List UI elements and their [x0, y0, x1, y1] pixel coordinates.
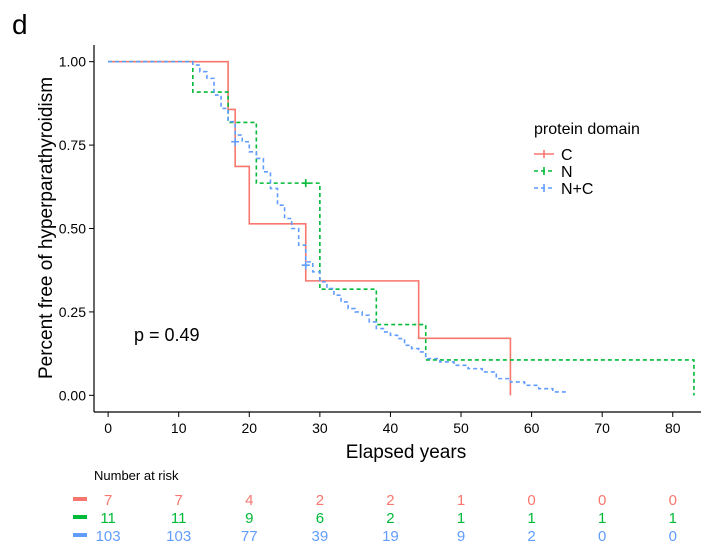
p-value-annotation: p = 0.49	[134, 325, 200, 345]
series-line-n	[108, 60, 695, 396]
legend-items: CNN+C	[534, 147, 593, 198]
x-tick-label: 60	[524, 420, 540, 436]
legend: protein domain CNN+C	[534, 121, 640, 198]
x-axis-title: Elapsed years	[346, 442, 466, 463]
legend-label: N+C	[561, 181, 593, 198]
y-tick-label: 1.00	[59, 54, 86, 70]
risk-count: 7	[104, 492, 112, 509]
x-tick-label: 80	[665, 420, 681, 436]
legend-label: C	[561, 147, 573, 164]
plot-area: 0.00 0.25 0.50 0.75 1.00 0 10 20 30 40 50 60 70 80	[59, 45, 701, 436]
risk-count: 0	[598, 528, 606, 545]
risk-row-swatch	[73, 515, 87, 519]
x-tick-label: 20	[241, 420, 257, 436]
risk-count: 39	[312, 528, 329, 545]
risk-count: 1	[598, 510, 606, 527]
y-tick-label: 0.25	[59, 304, 86, 320]
risk-count: 1	[527, 510, 535, 527]
risk-count: 0	[527, 492, 535, 509]
risk-count: 19	[382, 528, 399, 545]
survival-curves	[108, 60, 695, 396]
risk-count: 0	[669, 492, 677, 509]
risk-count: 0	[669, 528, 677, 545]
risk-count: 2	[386, 510, 394, 527]
risk-count: 11	[100, 510, 116, 527]
panel-label: d	[12, 9, 28, 40]
x-tick-label: 30	[312, 420, 328, 436]
risk-count: 7	[175, 492, 183, 509]
risk-count: 1	[457, 492, 465, 509]
risk-count: 11	[171, 510, 187, 527]
risk-count: 1	[457, 510, 465, 527]
legend-label: N	[561, 164, 573, 181]
x-ticks: 0 10 20 30 40 50 60 70 80	[104, 412, 681, 436]
x-tick-label: 50	[453, 420, 469, 436]
risk-row-swatch	[73, 533, 87, 537]
risk-table-title: Number at risk	[94, 468, 179, 483]
risk-count: 0	[598, 492, 606, 509]
censor-mark	[301, 261, 310, 270]
risk-count: 2	[386, 492, 394, 509]
y-ticks: 0.00 0.25 0.50 0.75 1.00	[59, 54, 94, 403]
y-tick-label: 0.75	[59, 137, 86, 153]
censor-mark	[301, 179, 310, 188]
y-tick-label: 0.00	[59, 387, 86, 403]
legend-title: protein domain	[534, 121, 640, 138]
x-tick-label: 40	[383, 420, 399, 436]
series-line-nplusc	[108, 60, 567, 393]
censor-mark	[231, 137, 240, 146]
risk-count: 103	[96, 528, 121, 545]
risk-count: 2	[527, 528, 535, 545]
risk-row-swatch	[73, 497, 87, 501]
risk-count: 9	[457, 528, 465, 545]
risk-count: 9	[245, 510, 253, 527]
risk-count: 1	[669, 510, 677, 527]
y-tick-label: 0.50	[59, 221, 86, 237]
x-tick-label: 10	[171, 420, 187, 436]
risk-count: 2	[316, 492, 324, 509]
x-tick-label: 70	[594, 420, 610, 436]
risk-count: 77	[241, 528, 258, 545]
series-line-c	[108, 60, 512, 396]
risk-count: 6	[316, 510, 324, 527]
y-axis-title: Percent free of hyperparathyroidism	[36, 77, 57, 379]
x-tick-label: 0	[104, 420, 112, 436]
risk-count: 4	[245, 492, 253, 509]
risk-count: 103	[166, 528, 191, 545]
